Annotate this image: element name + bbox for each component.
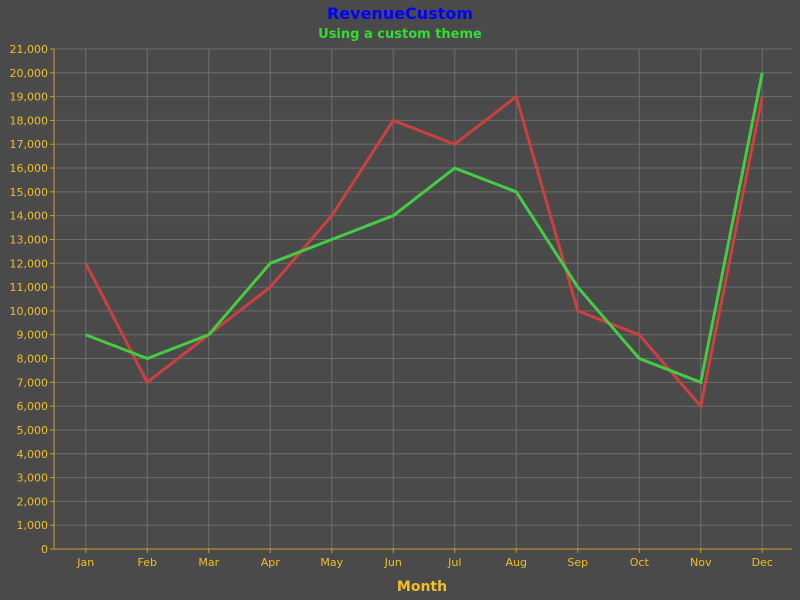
y-tick-label: 0 bbox=[41, 543, 48, 556]
y-tick-label: 2,000 bbox=[17, 495, 49, 508]
series-2-line bbox=[85, 72, 764, 385]
x-tick-label: Aug bbox=[506, 556, 527, 569]
x-tick-label: Jul bbox=[447, 556, 461, 569]
x-tick-label: Feb bbox=[138, 556, 157, 569]
y-tick-label: 10,000 bbox=[10, 305, 49, 318]
x-axis-title: Month bbox=[397, 579, 447, 595]
x-tick-label: Mar bbox=[198, 556, 219, 569]
y-tick-label: 8,000 bbox=[17, 353, 49, 366]
y-tick-label: 3,000 bbox=[17, 472, 49, 485]
y-tick-label: 7,000 bbox=[17, 376, 49, 389]
y-tick-label: 5,000 bbox=[17, 424, 49, 437]
x-tick-label: Jan bbox=[76, 556, 94, 569]
x-tick-label: May bbox=[320, 556, 343, 569]
chart-subtitle: Using a custom theme bbox=[318, 27, 482, 42]
y-tick-label: 9,000 bbox=[17, 329, 49, 342]
y-tick-label: 1,000 bbox=[17, 519, 49, 532]
y-tick-label: 21,000 bbox=[10, 43, 49, 56]
y-tick-label: 18,000 bbox=[10, 114, 49, 127]
y-tick-label: 11,000 bbox=[10, 281, 49, 294]
x-tick-label: Nov bbox=[690, 556, 712, 569]
y-tick-label: 12,000 bbox=[10, 257, 49, 270]
y-tick-label: 19,000 bbox=[10, 91, 49, 104]
series-1-line bbox=[84, 94, 764, 410]
x-tick-label: Jun bbox=[384, 556, 402, 569]
y-tick-label: 6,000 bbox=[17, 400, 49, 413]
x-tick-label: Dec bbox=[752, 556, 773, 569]
chart-title: RevenueCustom bbox=[326, 4, 474, 23]
y-tick-label: 13,000 bbox=[10, 233, 49, 246]
y-tick-label: 14,000 bbox=[10, 210, 49, 223]
x-tick-label: Oct bbox=[630, 556, 650, 569]
y-tick-label: 20,000 bbox=[10, 67, 49, 80]
y-tick-label: 15,000 bbox=[10, 186, 49, 199]
y-tick-label: 17,000 bbox=[10, 138, 49, 151]
y-tick-label: 4,000 bbox=[17, 448, 49, 461]
x-tick-label: Apr bbox=[261, 556, 281, 569]
y-tick-label: 16,000 bbox=[10, 162, 49, 175]
x-tick-label: Sep bbox=[567, 556, 588, 569]
